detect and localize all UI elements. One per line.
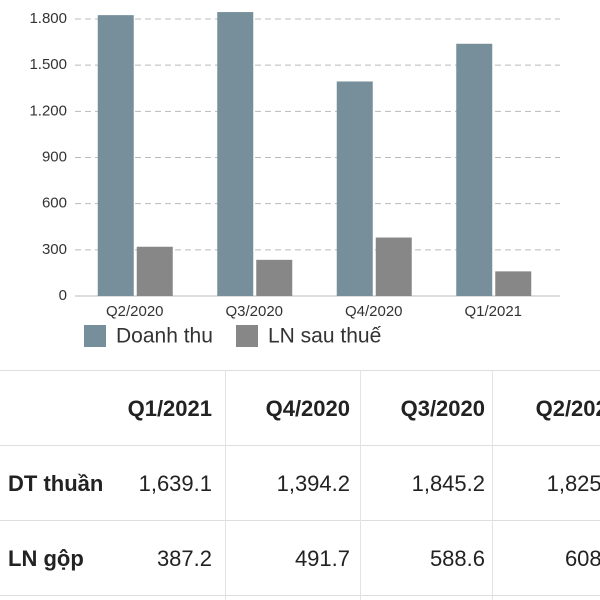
x-tick-label: Q3/2020 [225, 303, 283, 320]
row-border [0, 595, 125, 596]
row-border [0, 370, 125, 371]
bar [375, 237, 412, 296]
bar [456, 43, 493, 296]
column-header: Q2/2020 [535, 396, 600, 421]
row-label: DT thuần [8, 471, 104, 496]
row-border [0, 445, 125, 446]
y-tick-label: 1.800 [29, 10, 67, 27]
col-border [492, 370, 493, 600]
table-cell: 387.2 [156, 546, 212, 571]
table-cell: 1,639.1 [138, 471, 212, 496]
column-header: Q1/2021 [127, 396, 212, 421]
legend-swatch [84, 325, 106, 347]
bar [336, 81, 373, 296]
table-cell: 1,825.2 [546, 471, 600, 496]
chart: 0 300 600 900 1.200 1.500 1.800 Q2/2020 Q3/2020 Q… [29, 10, 560, 348]
x-tick-label: Q1/2021 [464, 303, 522, 320]
y-tick-label: 600 [42, 195, 67, 212]
col-border [360, 370, 361, 600]
col-border [225, 370, 226, 600]
table-cell: 608.1 [564, 546, 600, 571]
y-tick-label: 300 [42, 241, 67, 258]
legend-swatch [236, 325, 258, 347]
bar [97, 15, 134, 297]
bar [217, 12, 254, 297]
bar [136, 246, 173, 296]
legend-label: Doanh thu [116, 325, 213, 348]
table-cell: 491.7 [294, 546, 350, 571]
column-header: Q4/2020 [265, 396, 350, 421]
legend-label: LN sau thuế [268, 325, 382, 348]
y-tick-label: 1.500 [29, 56, 67, 73]
x-tick-label: Q4/2020 [345, 303, 403, 320]
table-cell: 1,394.2 [276, 471, 350, 496]
table-cell: 588.6 [429, 546, 485, 571]
row-border [0, 445, 600, 446]
table-cell: 1,845.2 [411, 471, 485, 496]
row-border [0, 595, 600, 596]
data-table: Q1/2021 Q4/2020 Q3/2020 Q2/2020 1,639.1 1,394… [0, 370, 600, 600]
row-border [0, 520, 600, 521]
sticky-column [0, 370, 125, 600]
y-tick-label: 0 [59, 287, 67, 304]
x-tick-label: Q2/2020 [106, 303, 164, 320]
row-border [0, 520, 125, 521]
row-label: LN gộp [8, 546, 84, 571]
y-tick-label: 900 [42, 148, 67, 165]
column-header: Q3/2020 [400, 396, 485, 421]
y-tick-label: 1.200 [29, 102, 67, 119]
row-border [0, 370, 600, 371]
bar [256, 259, 293, 296]
bar [495, 271, 532, 296]
